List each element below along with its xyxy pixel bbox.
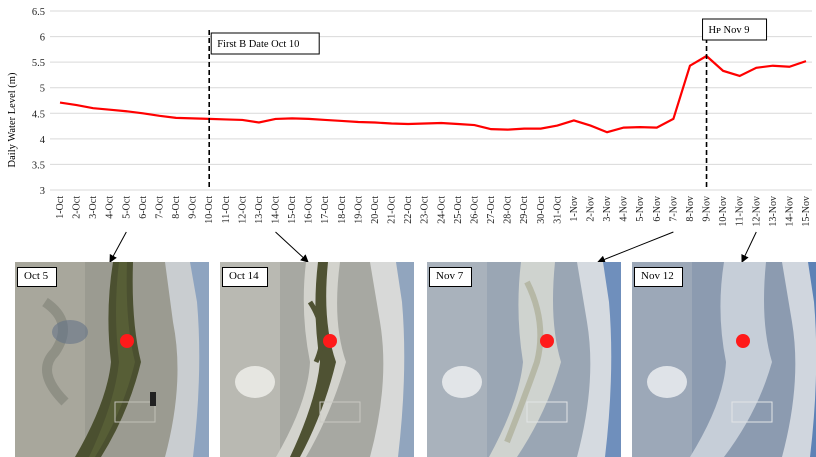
x-tick-label: 26-Oct <box>469 196 480 224</box>
water-level-chart: 3 3.5 4 4.5 5 5.5 6 6.5 1-Oct 2-Oct 3-Oct 4-Oct 5-O… <box>7 7 812 262</box>
y-tick-label: 3.5 <box>32 160 45 171</box>
x-tick-label: 21-Oct <box>387 196 398 224</box>
x-tick-labels: 1-Oct 2-Oct 3-Oct 4-Oct 5-Oct 6-Oct 7-Oct 8-Oct… <box>55 196 812 227</box>
inset-arrow <box>109 231 127 262</box>
x-tick-label: 14-Nov <box>784 196 795 227</box>
x-tick-label: 11-Nov <box>735 196 746 226</box>
x-tick-label: 8-Nov <box>685 196 696 222</box>
annotation-label: Hᴘ Nov 9 <box>709 25 750 36</box>
x-tick-label: 4-Nov <box>619 196 630 222</box>
satellite-imagery <box>427 262 621 457</box>
x-tick-label: 5-Nov <box>635 196 646 222</box>
y-tick-label: 6 <box>40 33 45 44</box>
x-tick-label: 7-Nov <box>668 196 679 222</box>
x-tick-label: 30-Oct <box>536 196 547 224</box>
x-tick-label: 31-Oct <box>552 196 563 224</box>
inset-label: Nov 7 <box>429 267 473 287</box>
x-tick-label: 10-Nov <box>718 196 729 227</box>
satellite-imagery <box>632 262 816 457</box>
annotation-box <box>702 18 768 41</box>
satellite-imagery <box>15 262 209 457</box>
y-tick-label: 5.5 <box>32 58 45 69</box>
satellite-image-oct-14: Oct 14 <box>220 262 414 457</box>
location-marker <box>323 334 337 348</box>
x-tick-label: 1-Nov <box>569 196 580 222</box>
x-tick-label: 11-Oct <box>221 196 232 224</box>
satellite-image-nov-7: Nov 7 <box>427 262 621 457</box>
x-tick-label: 17-Oct <box>320 196 331 224</box>
event-annotations: First B Date Oct 10 Hᴘ Nov 9 <box>208 18 768 190</box>
y-tick-label: 4.5 <box>32 109 45 120</box>
x-tick-label: 2-Oct <box>72 196 83 219</box>
y-tick-label: 4 <box>40 135 46 146</box>
x-tick-label: 12-Oct <box>237 196 248 224</box>
x-tick-label: 9-Nov <box>702 196 713 222</box>
inset-arrow <box>597 231 674 262</box>
annotation-box <box>210 32 320 55</box>
annotation-label: First B Date Oct 10 <box>217 39 299 50</box>
x-tick-label: 12-Nov <box>751 196 762 227</box>
satellite-image-nov-12: Nov 12 <box>632 262 816 457</box>
water-level-line <box>59 54 807 134</box>
location-marker <box>120 334 134 348</box>
inset-label: Oct 14 <box>222 267 268 287</box>
inset-label: Nov 12 <box>634 267 683 287</box>
inset-arrow <box>741 231 757 262</box>
x-tick-label: 25-Oct <box>453 196 464 224</box>
x-tick-label: 13-Nov <box>768 196 779 227</box>
x-tick-label: 3-Oct <box>88 196 99 219</box>
x-tick-label: 16-Oct <box>304 196 315 224</box>
x-tick-label: 23-Oct <box>420 196 431 224</box>
satellite-image-oct-5: Oct 5 <box>15 262 209 457</box>
x-tick-label: 7-Oct <box>154 196 165 219</box>
y-axis-label: Daily Water Level (m) <box>7 72 18 167</box>
gridlines <box>50 10 812 191</box>
x-tick-label: 10-Oct <box>204 196 215 224</box>
x-tick-label: 29-Oct <box>519 196 530 224</box>
inset-arrows <box>109 231 757 262</box>
x-tick-label: 3-Nov <box>602 196 613 222</box>
y-tick-labels: 3 3.5 4 4.5 5 5.5 6 6.5 <box>32 7 46 197</box>
x-tick-label: 15-Nov <box>801 196 812 227</box>
x-tick-label: 15-Oct <box>287 196 298 224</box>
y-tick-label: 5 <box>40 84 45 95</box>
x-tick-label: 13-Oct <box>254 196 265 224</box>
y-tick-label: 6.5 <box>32 7 45 18</box>
x-tick-label: 1-Oct <box>55 196 66 219</box>
x-tick-label: 6-Oct <box>138 196 149 219</box>
x-tick-label: 9-Oct <box>188 196 199 219</box>
x-tick-label: 8-Oct <box>171 196 182 219</box>
x-tick-label: 2-Nov <box>585 196 596 222</box>
x-tick-label: 24-Oct <box>436 196 447 224</box>
location-marker <box>540 334 554 348</box>
x-tick-label: 22-Oct <box>403 196 414 224</box>
x-tick-label: 14-Oct <box>271 196 282 224</box>
x-tick-label: 5-Oct <box>121 196 132 219</box>
x-tick-label: 18-Oct <box>337 196 348 224</box>
x-tick-label: 27-Oct <box>486 196 497 224</box>
satellite-imagery <box>220 262 414 457</box>
x-tick-label: 19-Oct <box>353 196 364 224</box>
x-tick-label: 4-Oct <box>105 196 116 219</box>
location-marker <box>736 334 750 348</box>
y-tick-label: 3 <box>40 186 45 197</box>
inset-label: Oct 5 <box>17 267 58 287</box>
x-tick-label: 28-Oct <box>503 196 514 224</box>
x-tick-label: 20-Oct <box>370 196 381 224</box>
inset-arrow <box>275 231 309 262</box>
x-tick-label: 6-Nov <box>652 196 663 222</box>
